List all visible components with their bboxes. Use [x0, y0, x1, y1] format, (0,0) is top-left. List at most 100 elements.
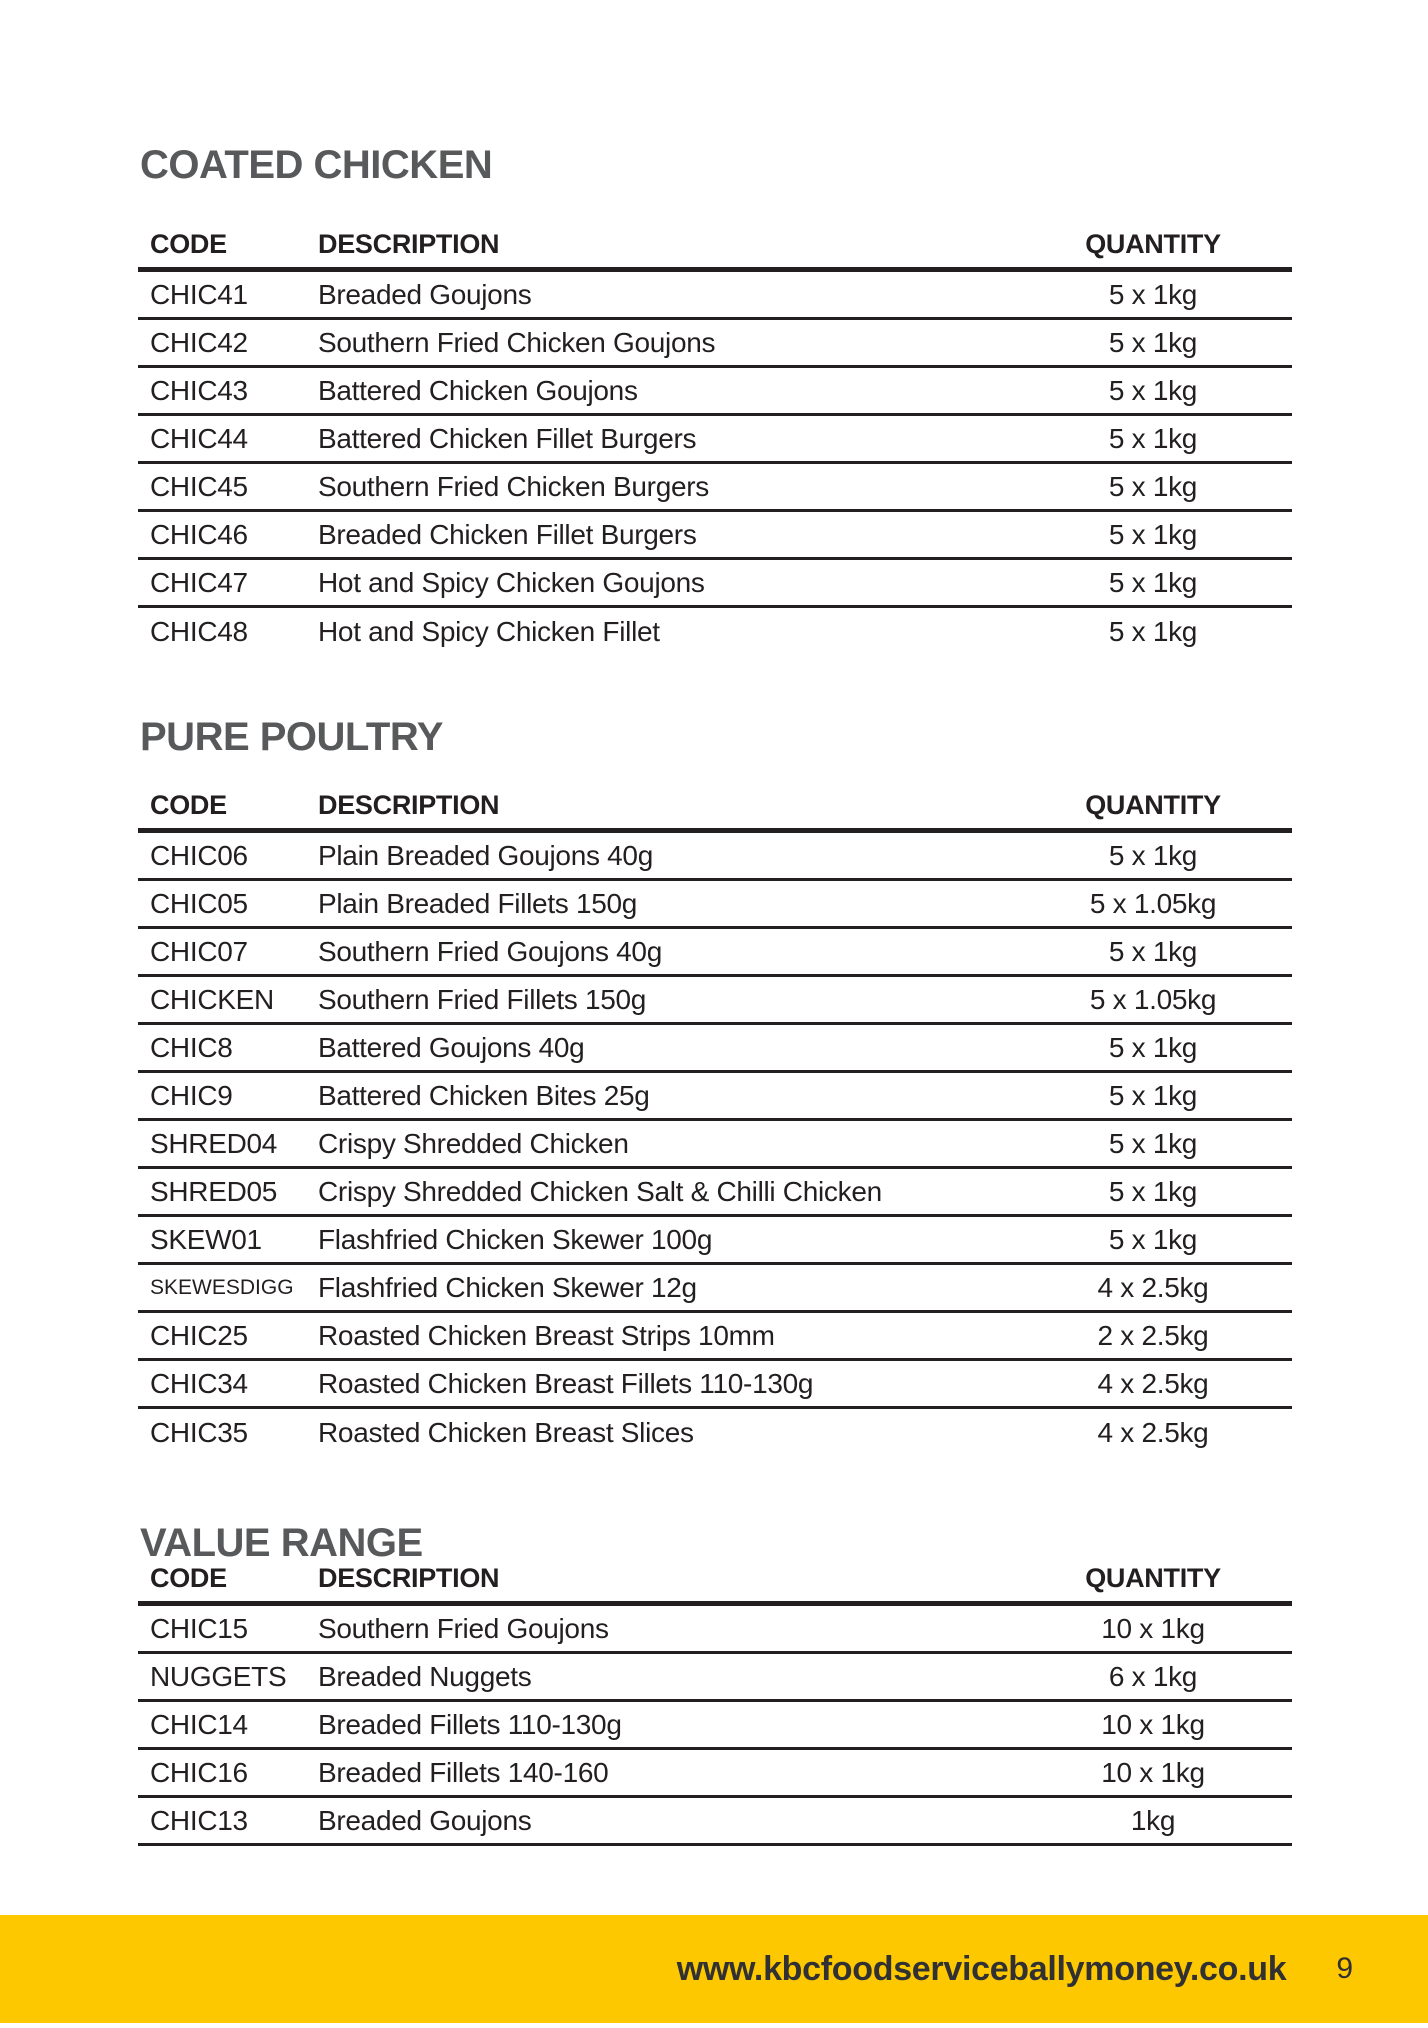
cell-code: CHIC05: [150, 887, 248, 919]
cell-code: SKEWESDIGG: [150, 1275, 294, 1299]
cell-quantity: 5 x 1kg: [1108, 518, 1198, 550]
cell-quantity: 5 x 1kg: [1108, 470, 1198, 502]
cell-description: Southern Fried Chicken Goujons: [318, 326, 716, 358]
cell-code: NUGGETS: [150, 1660, 287, 1692]
table-header-row: CODE DESCRIPTION QUANTITY: [138, 226, 1292, 272]
cell-code: CHIC06: [150, 839, 248, 871]
table-row: CHIC35 Roasted Chicken Breast Slices 4 x 2…: [138, 1409, 1292, 1457]
cell-quantity: 5 x 1kg: [1108, 326, 1198, 358]
column-header-code: CODE: [150, 790, 227, 820]
table-row: CHIC48 Hot and Spicy Chicken Fillet 5 x 1k…: [138, 608, 1292, 656]
footer-band: www.kbcfoodserviceballymoney.co.uk 9: [0, 1915, 1428, 2023]
cell-description: Crispy Shredded Chicken: [318, 1127, 629, 1159]
cell-code: CHICKEN: [150, 983, 274, 1015]
table-header-row: CODE DESCRIPTION QUANTITY: [138, 1560, 1292, 1606]
cell-code: CHIC35: [150, 1417, 248, 1448]
cell-quantity: 5 x 1kg: [1108, 374, 1198, 406]
section-title-pure-poultry: PURE POULTRY: [140, 715, 443, 759]
cell-code: CHIC48: [150, 616, 248, 647]
product-table-pure-poultry: CODE DESCRIPTION QUANTITY CHIC06 Plain Br…: [138, 787, 1292, 1457]
table-row: CHIC25 Roasted Chicken Breast Strips 10mm…: [138, 1313, 1292, 1361]
table-body: CHIC15 Southern Fried Goujons 10 x 1kg NUGG…: [138, 1606, 1292, 1846]
footer-website-url: www.kbcfoodserviceballymoney.co.uk: [676, 1949, 1287, 1988]
section-title-value-range: VALUE RANGE: [140, 1521, 423, 1565]
table-row: CHIC13 Breaded Goujons 1kg: [138, 1798, 1292, 1846]
table-row: CHIC07 Southern Fried Goujons 40g 5 x 1kg: [138, 929, 1292, 977]
cell-code: CHIC45: [150, 470, 248, 502]
table-row: CHIC41 Breaded Goujons 5 x 1kg: [138, 272, 1292, 320]
cell-description: Hot and Spicy Chicken Goujons: [318, 566, 705, 598]
column-header-quantity: QUANTITY: [1085, 229, 1221, 259]
cell-description: Breaded Goujons: [318, 1804, 532, 1836]
cell-description: Battered Chicken Goujons: [318, 374, 638, 406]
cell-description: Roasted Chicken Breast Slices: [318, 1417, 694, 1448]
cell-code: CHIC43: [150, 374, 248, 406]
cell-quantity: 5 x 1kg: [1108, 616, 1198, 647]
cell-description: Hot and Spicy Chicken Fillet: [318, 616, 660, 647]
cell-description: Breaded Chicken Fillet Burgers: [318, 518, 697, 550]
cell-quantity: 6 x 1kg: [1108, 1660, 1198, 1692]
cell-quantity: 5 x 1kg: [1108, 1223, 1198, 1255]
column-header-description: DESCRIPTION: [318, 790, 500, 820]
column-header-code: CODE: [150, 1563, 227, 1593]
cell-quantity: 2 x 2.5kg: [1097, 1319, 1209, 1351]
column-header-quantity: QUANTITY: [1085, 790, 1221, 820]
table-row: CHIC43 Battered Chicken Goujons 5 x 1kg: [138, 368, 1292, 416]
cell-quantity: 5 x 1.05kg: [1089, 983, 1217, 1015]
cell-description: Breaded Goujons: [318, 278, 532, 310]
table-row: CHIC9 Battered Chicken Bites 25g 5 x 1kg: [138, 1073, 1292, 1121]
table-row: SKEWESDIGG Flashfried Chicken Skewer 12g 4…: [138, 1265, 1292, 1313]
cell-description: Battered Chicken Fillet Burgers: [318, 422, 697, 454]
cell-code: CHIC46: [150, 518, 248, 550]
cell-quantity: 5 x 1kg: [1108, 422, 1198, 454]
cell-code: SHRED04: [150, 1127, 278, 1159]
cell-code: CHIC16: [150, 1756, 248, 1788]
cell-description: Plain Breaded Fillets 150g: [318, 887, 638, 919]
cell-description: Battered Chicken Bites 25g: [318, 1079, 650, 1111]
cell-description: Southern Fried Goujons 40g: [318, 935, 662, 967]
cell-quantity: 5 x 1kg: [1108, 1031, 1198, 1063]
cell-quantity: 4 x 2.5kg: [1097, 1417, 1209, 1448]
table-row: CHICKEN Southern Fried Fillets 150g 5 x 1.…: [138, 977, 1292, 1025]
cell-quantity: 5 x 1kg: [1108, 1127, 1198, 1159]
table-row: SHRED04 Crispy Shredded Chicken 5 x 1kg: [138, 1121, 1292, 1169]
cell-description: Flashfried Chicken Skewer 100g: [318, 1223, 713, 1255]
cell-code: CHIC42: [150, 326, 248, 358]
cell-description: Breaded Nuggets: [318, 1660, 532, 1692]
cell-quantity: 10 x 1kg: [1101, 1708, 1205, 1740]
table-row: CHIC8 Battered Goujons 40g 5 x 1kg: [138, 1025, 1292, 1073]
cell-code: SHRED05: [150, 1175, 278, 1207]
cell-code: CHIC9: [150, 1079, 233, 1111]
cell-code: CHIC15: [150, 1612, 248, 1644]
table-row: CHIC05 Plain Breaded Fillets 150g 5 x 1.05…: [138, 881, 1292, 929]
page-number: 9: [1336, 1952, 1353, 1985]
cell-description: Roasted Chicken Breast Fillets 110-130g: [318, 1367, 814, 1399]
cell-description: Breaded Fillets 140-160: [318, 1756, 609, 1788]
cell-description: Southern Fried Chicken Burgers: [318, 470, 709, 502]
table-row: CHIC06 Plain Breaded Goujons 40g 5 x 1kg: [138, 833, 1292, 881]
table-row: CHIC44 Battered Chicken Fillet Burgers 5 x…: [138, 416, 1292, 464]
table-row: NUGGETS Breaded Nuggets 6 x 1kg: [138, 1654, 1292, 1702]
product-table-value-range: CODE DESCRIPTION QUANTITY CHIC15 Southern…: [138, 1560, 1292, 1846]
table-row: CHIC16 Breaded Fillets 140-160 10 x 1kg: [138, 1750, 1292, 1798]
cell-code: CHIC07: [150, 935, 248, 967]
cell-code: CHIC44: [150, 422, 248, 454]
cell-description: Southern Fried Fillets 150g: [318, 983, 647, 1015]
cell-quantity: 5 x 1kg: [1108, 1175, 1198, 1207]
table-row: SKEW01 Flashfried Chicken Skewer 100g 5 x …: [138, 1217, 1292, 1265]
cell-quantity: 4 x 2.5kg: [1097, 1367, 1209, 1399]
cell-code: CHIC47: [150, 566, 248, 598]
column-header-quantity: QUANTITY: [1085, 1563, 1221, 1593]
table-row: CHIC14 Breaded Fillets 110-130g 10 x 1kg: [138, 1702, 1292, 1750]
table-row: CHIC42 Southern Fried Chicken Goujons 5 x …: [138, 320, 1292, 368]
cell-code: SKEW01: [150, 1223, 262, 1255]
cell-description: Flashfried Chicken Skewer 12g: [318, 1271, 697, 1303]
table-row: CHIC47 Hot and Spicy Chicken Goujons 5 x 1…: [138, 560, 1292, 608]
cell-quantity: 4 x 2.5kg: [1097, 1271, 1209, 1303]
table-row: CHIC46 Breaded Chicken Fillet Burgers 5 x …: [138, 512, 1292, 560]
table-row: CHIC34 Roasted Chicken Breast Fillets 110…: [138, 1361, 1292, 1409]
cell-quantity: 5 x 1kg: [1108, 566, 1198, 598]
cell-description: Crispy Shredded Chicken Salt & Chilli Ch…: [318, 1175, 882, 1207]
cell-description: Southern Fried Goujons: [318, 1612, 609, 1644]
